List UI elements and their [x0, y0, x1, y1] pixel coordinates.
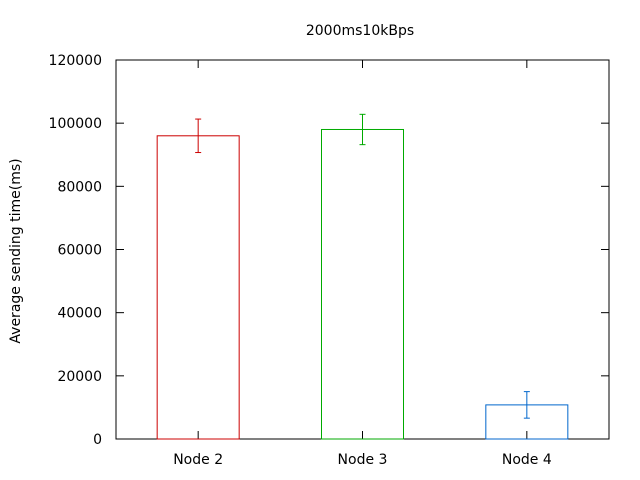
bar-node-3 [321, 128, 404, 440]
x-axis: Node 2 Node 3 Node 4 [173, 60, 552, 468]
y-tick-label: 60000 [57, 243, 102, 259]
y-axis-label: Average sending time(ms) [8, 158, 24, 343]
y-tick-label: 0 [93, 432, 102, 448]
y-tick-label: 20000 [57, 369, 102, 385]
y-tick-label: 80000 [57, 179, 102, 195]
x-tick-label: Node 4 [502, 452, 552, 468]
y-tick-label: 120000 [49, 53, 102, 69]
chart-title: 2000ms10kBps [306, 23, 414, 39]
bar-node-2 [156, 135, 240, 440]
x-tick-label: Node 3 [338, 452, 388, 468]
bars [156, 128, 569, 440]
y-tick-label: 100000 [49, 116, 102, 132]
y-tick-label: 40000 [57, 306, 102, 322]
y-axis: 0 20000 40000 60000 80000 100000 120000 [49, 53, 609, 448]
x-tick-label: Node 2 [173, 452, 223, 468]
error-bars [195, 113, 530, 419]
